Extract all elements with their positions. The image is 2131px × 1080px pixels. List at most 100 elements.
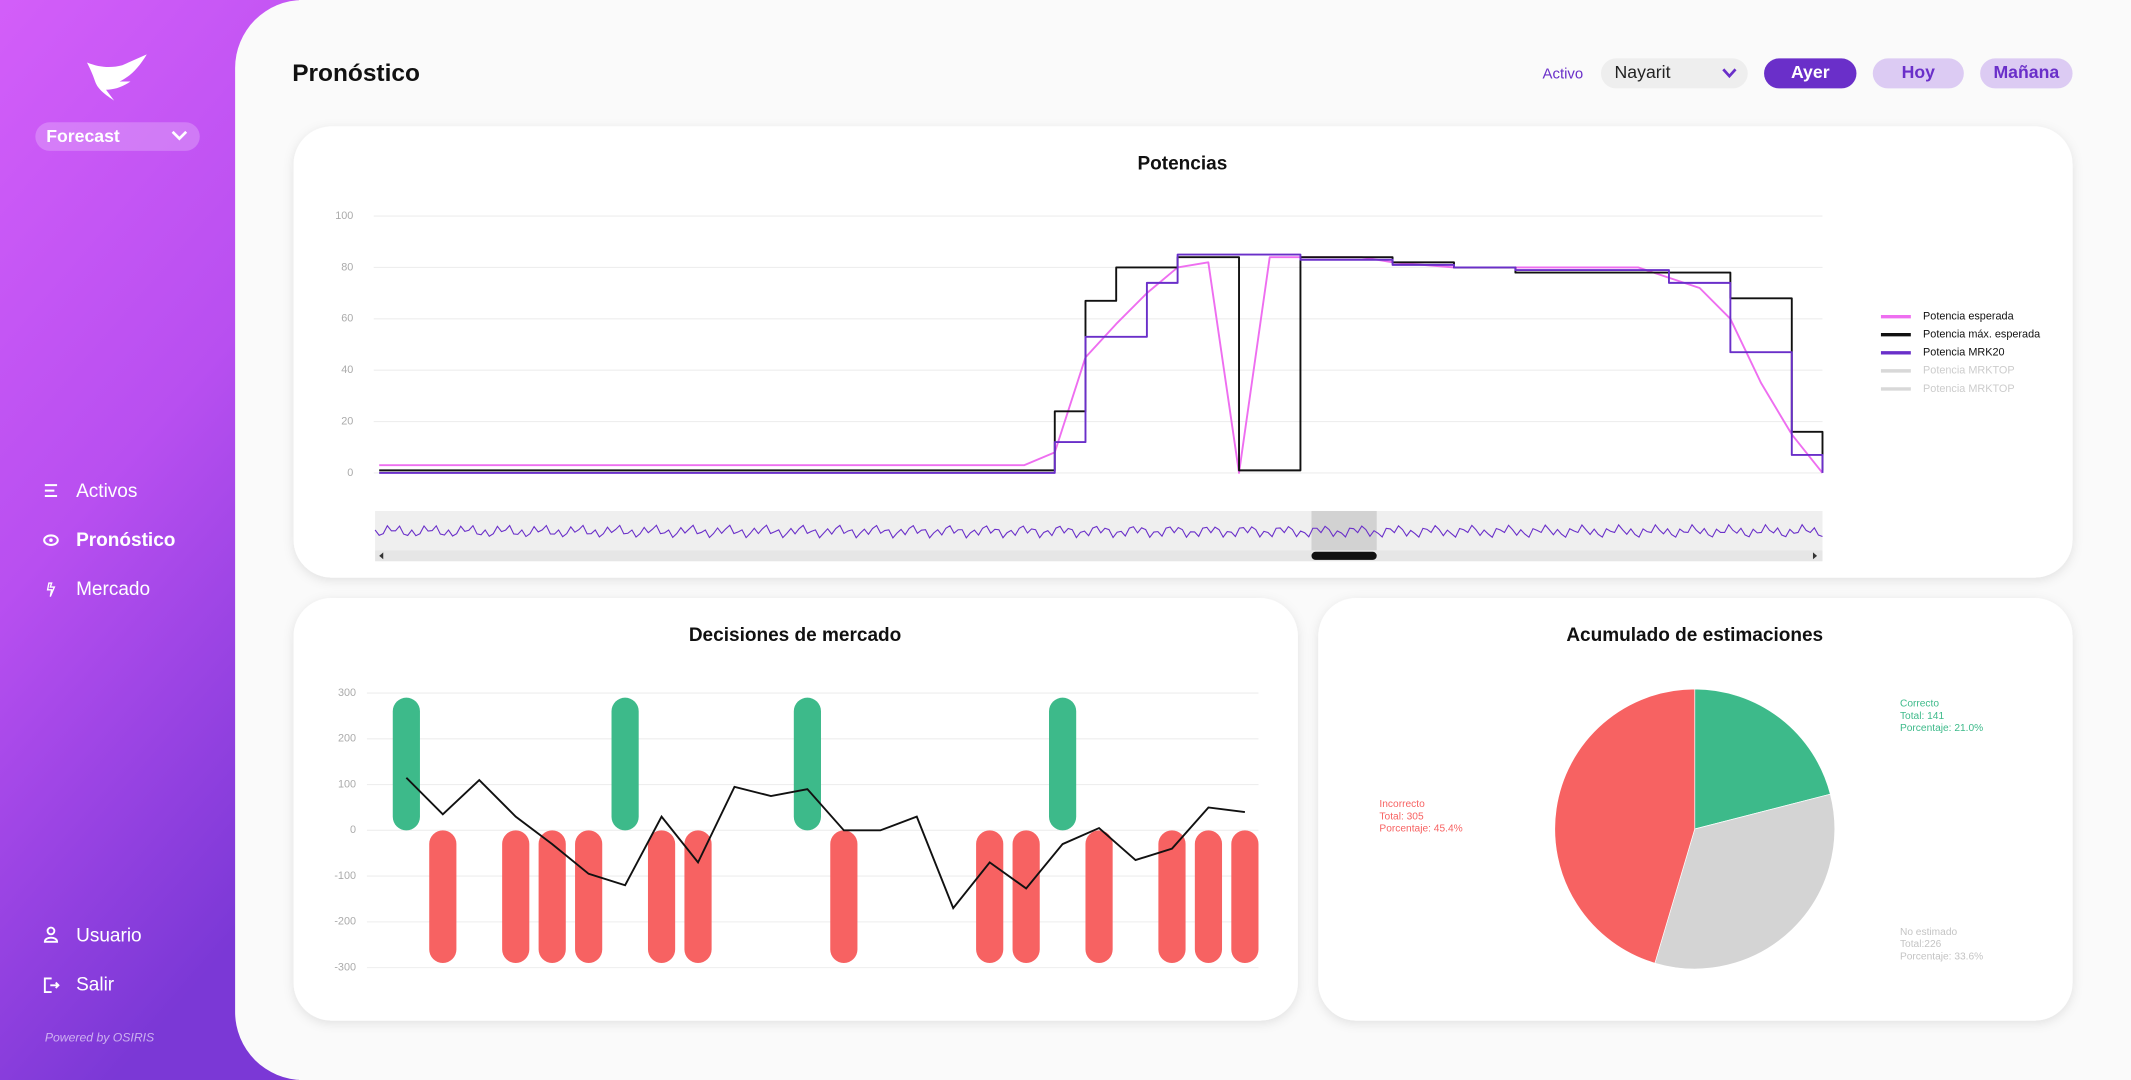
bar — [1158, 830, 1186, 964]
navigator-preview — [374, 523, 1823, 539]
nav-usuario[interactable]: Usuario — [43, 925, 142, 946]
bar — [1194, 830, 1223, 964]
y-tick-label: 300 — [338, 687, 356, 699]
app-selector-label[interactable]: Forecast — [46, 126, 120, 146]
logo — [86, 54, 147, 101]
bar — [1012, 830, 1040, 964]
scroll-left[interactable] — [379, 552, 384, 560]
pie-label-total: Total: 305 — [1379, 811, 1424, 822]
bar — [647, 830, 676, 964]
nav-item[interactable]: Pronóstico — [76, 530, 175, 551]
icon — [46, 582, 56, 597]
bar — [538, 830, 566, 964]
day-button-label[interactable]: Mañana — [1993, 62, 2059, 82]
y-tick-label: 100 — [338, 778, 356, 790]
bar — [830, 830, 858, 964]
chevron — [171, 130, 188, 141]
pie-slice — [1554, 688, 1696, 964]
legend-label: Potencia MRK20 — [1923, 347, 2005, 359]
scroll-right[interactable] — [1812, 552, 1818, 560]
nav-mercado[interactable]: Mercado — [46, 579, 151, 600]
y-tick-label: -300 — [334, 961, 356, 973]
y-tick-label: 0 — [350, 824, 356, 836]
asset-select-value[interactable]: Nayarit — [1615, 62, 1671, 82]
bar — [1085, 830, 1113, 964]
day-button-bg[interactable] — [1764, 58, 1857, 89]
chart-title: Potencias — [1137, 153, 1227, 174]
bar — [611, 697, 639, 831]
y-tick-label: 200 — [338, 733, 356, 745]
nav-pronostico[interactable]: Pronóstico — [43, 530, 175, 551]
chart-title: Decisiones de mercado — [689, 625, 901, 646]
legend-label: Potencia esperada — [1923, 311, 2015, 323]
y-tick-label: 40 — [341, 364, 353, 376]
bar — [976, 830, 1004, 964]
pie-slice — [1654, 793, 1835, 970]
y-tick-label: -100 — [334, 870, 356, 882]
series-line — [379, 256, 1824, 474]
pie-label-name: Correcto — [1900, 699, 1939, 710]
navigator[interactable] — [374, 510, 1823, 562]
bar — [575, 830, 603, 964]
y-tick-label: 80 — [341, 261, 353, 273]
bar — [793, 697, 821, 831]
pie-label-percent: Porcentaje: 21.0% — [1900, 723, 1983, 734]
icon — [46, 926, 56, 936]
footer: Powered by OSIRIS — [45, 1031, 155, 1045]
bar — [502, 830, 530, 964]
pie-label-percent: Porcentaje: 33.6% — [1900, 951, 1983, 962]
icon — [43, 534, 59, 546]
day-button[interactable]: Mañana — [1980, 58, 2073, 89]
chart-title: Acumulado de estimaciones — [1566, 625, 1823, 646]
asset-label: Activo — [1543, 66, 1584, 83]
chevron — [1722, 68, 1737, 79]
app-selector-box[interactable] — [35, 122, 200, 151]
nav-item[interactable]: Activos — [76, 481, 137, 502]
day-button-label[interactable]: Hoy — [1902, 62, 1936, 82]
asset-select-box[interactable] — [1600, 58, 1748, 89]
nav-item[interactable]: Salir — [76, 974, 115, 995]
icon — [43, 936, 59, 943]
legend-label: Potencia MRKTOP — [1923, 365, 2015, 377]
day-button-bg[interactable] — [1872, 58, 1964, 89]
scrollbar[interactable] — [375, 550, 1823, 562]
y-tick-label: 20 — [341, 415, 353, 427]
y-tick-label: 100 — [335, 210, 353, 222]
nav-activos[interactable]: Activos — [44, 481, 138, 502]
app-selector[interactable]: Forecast — [35, 122, 200, 151]
icon — [43, 977, 60, 994]
day-button-bg[interactable] — [1980, 58, 2073, 89]
card — [293, 126, 2073, 578]
page-title: Pronóstico — [292, 60, 420, 87]
day-button[interactable]: Hoy — [1872, 58, 1964, 89]
nav-item[interactable]: Mercado — [76, 579, 150, 600]
y-tick-label: -200 — [334, 916, 356, 928]
asset-select[interactable]: Nayarit — [1600, 58, 1748, 89]
bar — [1231, 830, 1259, 964]
nav-item[interactable]: Usuario — [76, 925, 142, 946]
y-tick-label: 60 — [341, 313, 353, 325]
pie-label-name: Incorrecto — [1379, 799, 1425, 810]
icon-dot — [49, 538, 53, 542]
day-button-label[interactable]: Ayer — [1791, 62, 1830, 82]
legend-label: Potencia MRKTOP — [1923, 383, 2015, 395]
scrollbar-thumb[interactable] — [1311, 551, 1377, 560]
series-line — [405, 777, 1246, 911]
bar — [429, 830, 457, 964]
bar — [684, 830, 712, 964]
pie-label-name: No estimado — [1900, 927, 1958, 938]
pie-label-total: Total: 141 — [1900, 711, 1945, 722]
bar — [1049, 697, 1077, 831]
y-tick-label: 0 — [347, 467, 353, 479]
pie-label-percent: Porcentaje: 45.4% — [1379, 824, 1462, 835]
pie-label-total: Total:226 — [1900, 939, 1942, 950]
bar — [392, 697, 420, 831]
navigator-track — [375, 510, 1823, 551]
day-button[interactable]: Ayer — [1764, 58, 1857, 89]
nav-salir[interactable]: Salir — [43, 974, 115, 995]
icon — [44, 484, 58, 498]
legend-label: Potencia máx. esperada — [1923, 329, 2041, 341]
pie-slice — [1694, 688, 1831, 830]
